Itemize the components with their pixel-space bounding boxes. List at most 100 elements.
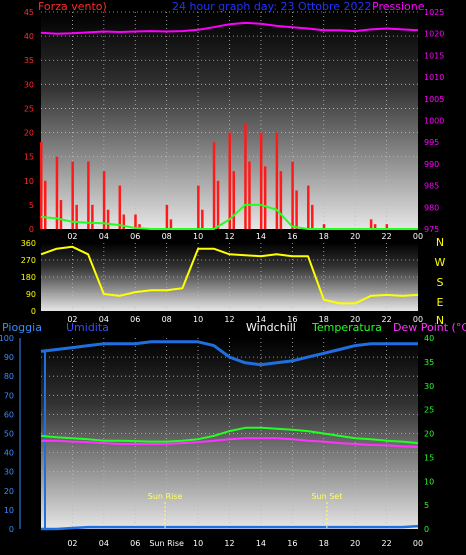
wind-speed-bar bbox=[169, 219, 173, 229]
rain-y-tick: 20 bbox=[4, 487, 14, 496]
direction-y-tick: 0 bbox=[31, 307, 36, 316]
pressure-y-tick: 1025 bbox=[424, 8, 444, 17]
compass-label: N bbox=[436, 314, 444, 327]
wind-y-tick: 10 bbox=[24, 177, 34, 186]
x-tick-bottom: 12 bbox=[224, 539, 234, 548]
wind-gust-bar bbox=[369, 219, 373, 229]
x-tick-top: 10 bbox=[193, 232, 203, 241]
wind-y-tick: 45 bbox=[24, 8, 34, 17]
x-tick-bottom: 00 bbox=[413, 539, 423, 548]
wind-speed-bar bbox=[263, 166, 267, 229]
rain-label: Pioggia bbox=[2, 321, 42, 334]
x-tick-mid: 14 bbox=[256, 315, 266, 324]
wind-gust-bar bbox=[244, 122, 247, 229]
x-tick-top: 14 bbox=[256, 232, 266, 241]
wind-gust-bar bbox=[307, 185, 310, 229]
wind-gust-bar bbox=[291, 161, 294, 229]
x-tick-bottom: 22 bbox=[381, 539, 391, 548]
x-tick-bottom: Sun Rise bbox=[149, 539, 184, 548]
x-tick-mid: 12 bbox=[224, 315, 234, 324]
dew-point-label: Dew Point (°C) bbox=[393, 321, 466, 334]
x-tick-top: 04 bbox=[99, 232, 109, 241]
temperature-y-tick: 25 bbox=[424, 406, 434, 415]
x-tick-mid: 18 bbox=[319, 315, 329, 324]
x-tick-mid: 10 bbox=[193, 315, 203, 324]
sunrise-label: Sun Rise bbox=[148, 492, 183, 501]
rain-line bbox=[41, 524, 419, 531]
wind-gust-bar bbox=[165, 204, 169, 229]
wind-speed-bar bbox=[91, 204, 94, 229]
x-tick-mid: 20 bbox=[350, 315, 360, 324]
rain-y-tick: 60 bbox=[4, 410, 14, 419]
x-tick-mid: 08 bbox=[162, 315, 172, 324]
wind-speed-bar bbox=[59, 200, 63, 229]
compass-label: W bbox=[435, 256, 446, 269]
x-tick-mid: 06 bbox=[130, 315, 140, 324]
direction-y-tick: 90 bbox=[26, 290, 36, 299]
wind-gust-bar bbox=[87, 161, 90, 229]
wind-gust-bar bbox=[212, 142, 216, 229]
compass-label: E bbox=[437, 296, 444, 309]
x-tick-bottom: 02 bbox=[67, 539, 77, 548]
wind-speed-bar bbox=[279, 171, 283, 229]
rain-y-tick: 90 bbox=[4, 353, 14, 362]
temperature-line bbox=[40, 426, 419, 445]
sunset-label: Sun Set bbox=[311, 492, 342, 501]
wind-y-tick: 30 bbox=[24, 80, 34, 89]
wind-gust-bar bbox=[134, 214, 137, 229]
temperature-y-tick: 10 bbox=[424, 477, 434, 486]
rain-y-tick: 0 bbox=[9, 525, 14, 534]
x-tick-bottom: 18 bbox=[319, 539, 329, 548]
x-tick-bottom: 04 bbox=[99, 539, 109, 548]
rain-y-tick: 30 bbox=[4, 468, 14, 477]
wind-speed-bar bbox=[232, 171, 235, 229]
humidity-label: Umidita bbox=[66, 321, 109, 334]
wind-y-tick: 5 bbox=[29, 201, 34, 210]
pressure-y-tick: 1020 bbox=[424, 30, 444, 39]
x-tick-mid: 22 bbox=[381, 315, 391, 324]
wind-gust-bar bbox=[275, 132, 279, 229]
pressure-y-tick: 975 bbox=[424, 225, 439, 234]
temperature-y-tick: 40 bbox=[424, 334, 434, 343]
direction-y-tick: 360 bbox=[21, 239, 36, 248]
x-tick-bottom: 16 bbox=[287, 539, 297, 548]
wind-speed-bar bbox=[106, 209, 110, 229]
rain-y-tick: 10 bbox=[4, 506, 14, 515]
wind-speed-bar bbox=[373, 224, 377, 229]
wind-speed-label: Forza vento) bbox=[38, 0, 107, 13]
wind-speed-bar bbox=[311, 204, 314, 229]
pressure-y-tick: 985 bbox=[424, 182, 439, 191]
rain-y-tick: 80 bbox=[4, 372, 14, 381]
wind-y-tick: 0 bbox=[29, 225, 34, 234]
wind-gust-bar bbox=[322, 224, 326, 229]
x-tick-top: 12 bbox=[224, 232, 234, 241]
rain-y-tick: 100 bbox=[0, 334, 14, 343]
x-tick-bottom: 14 bbox=[256, 539, 266, 548]
x-tick-bottom: 20 bbox=[350, 539, 360, 548]
pressure-line bbox=[40, 21, 419, 35]
x-tick-mid: 16 bbox=[287, 315, 297, 324]
wind-average-line bbox=[40, 203, 418, 230]
temperature-y-tick: 30 bbox=[424, 382, 434, 391]
humidity-line bbox=[40, 340, 418, 367]
wind-gust-bar bbox=[55, 156, 59, 229]
temperature-label: Temperatura bbox=[311, 321, 382, 334]
wind-speed-bar bbox=[248, 161, 251, 229]
wind-direction-line bbox=[40, 245, 419, 305]
wind-speed-bar bbox=[138, 224, 141, 229]
rain-y-tick: 50 bbox=[4, 430, 14, 439]
x-tick-top: 00 bbox=[413, 232, 423, 241]
pressure-y-tick: 990 bbox=[424, 160, 439, 169]
dew-point-line bbox=[41, 437, 419, 448]
pressure-y-tick: 1010 bbox=[424, 73, 444, 82]
pressure-y-tick: 995 bbox=[424, 138, 439, 147]
wind-gust-bar bbox=[102, 171, 106, 229]
wind-gust-bar bbox=[385, 224, 389, 229]
wind-speed-bar bbox=[216, 180, 220, 229]
pressure-y-tick: 1005 bbox=[424, 95, 444, 104]
compass-label: S bbox=[437, 276, 444, 289]
pressure-label: Pressione bbox=[372, 0, 425, 13]
rain-y-tick: 70 bbox=[4, 391, 14, 400]
wind-gust-bar bbox=[40, 142, 43, 229]
